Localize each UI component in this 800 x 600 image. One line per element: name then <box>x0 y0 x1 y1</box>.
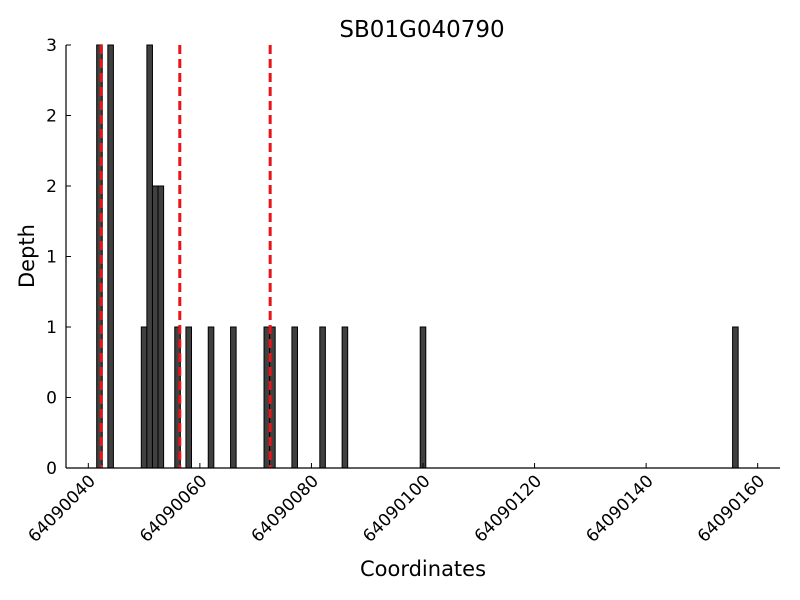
x-tick-label-5: 64090140 <box>582 471 657 546</box>
depth-bar-13 <box>319 326 326 469</box>
depth-bar-9 <box>230 326 237 469</box>
depth-bar-8 <box>207 326 215 469</box>
depth-bar-2 <box>140 326 148 469</box>
x-tick-label-3: 64090100 <box>359 471 434 546</box>
reference-lines-layer <box>99 45 272 468</box>
depth-bar-3 <box>146 44 153 469</box>
y-tick-label-4: 2 <box>46 177 57 197</box>
x-tick-label-1: 64090060 <box>136 471 211 546</box>
depth-bar-5 <box>157 185 165 469</box>
depth-bar-16 <box>732 326 739 469</box>
y-tick-label-3: 1 <box>46 248 57 268</box>
x-tick-label-0: 64090040 <box>25 471 100 546</box>
bars-layer <box>96 44 739 469</box>
depth-bar-7 <box>185 326 193 469</box>
y-tick-label-1: 0 <box>46 389 57 409</box>
depth-bar-15 <box>419 326 427 469</box>
y-tick-label-6: 3 <box>46 36 57 56</box>
x-ticks-layer: 64090040 64090060 64090080 64090100 64090120… <box>25 463 769 547</box>
y-tick-label-2: 1 <box>46 318 57 338</box>
y-tick-label-5: 2 <box>46 107 57 127</box>
chart-title: SB01G040790 <box>339 17 504 43</box>
depth-bar-12 <box>291 326 298 469</box>
x-tick-label-6: 64090160 <box>694 471 769 546</box>
y-ticks-layer: 0 0 1 1 2 2 3 <box>46 36 71 479</box>
x-tick-label-2: 64090080 <box>248 471 323 546</box>
depth-bar-4 <box>151 185 159 469</box>
depth-bar-14 <box>341 326 349 469</box>
y-tick-label-0: 0 <box>46 459 57 479</box>
depth-bar-1 <box>107 44 114 469</box>
x-axis-label: Coordinates <box>360 557 486 581</box>
y-axis-label: Depth <box>15 224 39 288</box>
x-tick-label-4: 64090120 <box>471 471 546 546</box>
